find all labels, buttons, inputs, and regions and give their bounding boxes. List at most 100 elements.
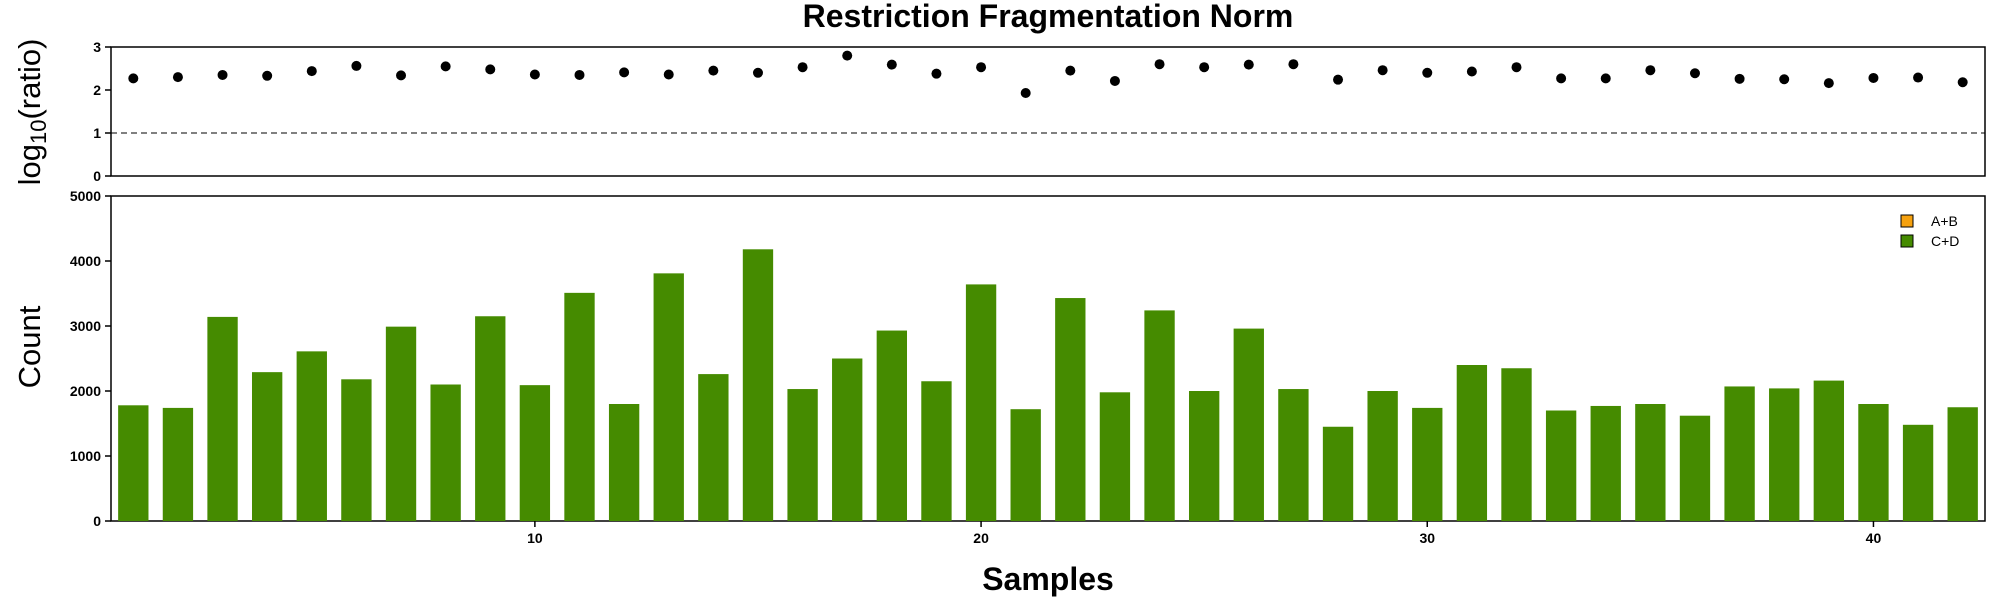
count-bar [1902, 424, 1934, 521]
count-bar [162, 407, 194, 521]
ratio-point [128, 73, 139, 84]
count-panel-frame [110, 195, 1986, 522]
ratio-point [886, 59, 897, 70]
ratio-point [1288, 59, 1299, 70]
count-bar [1055, 298, 1086, 521]
ratio-point [842, 50, 853, 61]
x-tick-label: 20 [973, 530, 989, 546]
ratio-point [172, 72, 183, 83]
count-bar [475, 316, 506, 521]
ratio-point [306, 66, 317, 77]
count-bar [1545, 410, 1577, 521]
ratio-point [217, 69, 228, 80]
count-y-tick-label: 4000 [70, 253, 101, 269]
ratio-panel-frame [110, 46, 1986, 177]
ratio-point [1199, 62, 1210, 73]
ratio-point [976, 62, 987, 73]
ratio-point [1689, 68, 1700, 79]
ratio-point [1556, 73, 1567, 84]
count-bar [564, 292, 595, 521]
count-bar [1367, 391, 1398, 521]
count-bar [1858, 404, 1889, 521]
count-bar [832, 358, 863, 521]
ratio-y-axis: 0 1 2 3 [93, 39, 111, 184]
x-tick-label: 30 [1419, 530, 1435, 546]
count-bar [1188, 391, 1220, 521]
ratio-point [1511, 62, 1522, 73]
count-bar [1635, 404, 1666, 521]
count-bar [965, 284, 997, 521]
ratio-point [1109, 75, 1120, 86]
count-bar [787, 389, 818, 521]
ratio-point [1243, 59, 1254, 70]
ratio-point [1020, 88, 1031, 99]
ratio-point [931, 68, 942, 79]
count-bars [118, 249, 1978, 522]
ratio-point [1823, 78, 1834, 89]
count-bar [698, 374, 729, 521]
count-bar [251, 372, 283, 521]
ratio-point [1779, 74, 1790, 85]
ratio-y-tick-label: 2 [93, 82, 101, 98]
ratio-point [619, 67, 630, 78]
count-bar [519, 385, 551, 521]
ratio-point [1734, 73, 1745, 84]
count-bar [1099, 392, 1131, 521]
ratio-point [663, 69, 674, 80]
count-y-tick-label: 0 [93, 513, 101, 529]
legend: A+B C+D [1900, 213, 1959, 249]
ratio-point [1065, 65, 1076, 76]
count-bar [653, 273, 684, 521]
ratio-y-tick-label: 0 [93, 168, 101, 184]
ratio-y-axis-label: log10(ratio) [12, 39, 51, 186]
legend-swatch [1900, 214, 1914, 228]
ratio-point [440, 61, 451, 72]
count-bar [1813, 380, 1845, 521]
legend-swatch [1900, 234, 1914, 248]
count-bar [1412, 407, 1443, 521]
x-tick-label: 10 [527, 530, 543, 546]
ratio-point [797, 62, 808, 73]
count-bar [1233, 328, 1264, 521]
count-bar [1501, 368, 1532, 521]
ratio-point [1154, 59, 1165, 70]
ratio-point [1645, 65, 1656, 76]
count-bar [742, 249, 774, 522]
count-panel: 0 1000 2000 3000 4000 5000 10 20 30 40 Count A+B… [12, 188, 1986, 546]
chart-title: Restriction Fragmentation Norm [803, 0, 1294, 34]
count-bar [1456, 365, 1488, 521]
count-bar [1679, 415, 1711, 521]
count-bar [876, 330, 908, 521]
count-bar [341, 379, 372, 521]
count-y-tick-label: 5000 [70, 188, 101, 204]
ratio-point [1422, 67, 1433, 78]
ratio-y-tick-label: 1 [93, 125, 101, 141]
count-y-axis-label: Count [12, 305, 47, 388]
count-bar [1590, 405, 1621, 521]
legend-label: C+D [1931, 233, 1959, 249]
ratio-panel: 0 1 2 3 log10(ratio) [12, 39, 1986, 186]
count-bar [1144, 310, 1175, 521]
ratio-point [1600, 73, 1611, 84]
count-bar [1947, 407, 1978, 521]
x-axis: 10 20 30 40 [527, 521, 1881, 546]
x-tick-label: 40 [1866, 530, 1882, 546]
ratio-point [1466, 66, 1477, 77]
count-bar [608, 404, 640, 521]
ratio-point [529, 69, 540, 80]
count-bar [1769, 388, 1800, 521]
ratio-y-label-tail: (ratio) [12, 39, 47, 120]
ratio-point [262, 70, 273, 81]
ratio-point [351, 60, 362, 71]
count-y-tick-label: 3000 [70, 318, 101, 334]
count-bar [921, 381, 952, 521]
ratio-point [1377, 65, 1388, 76]
ratio-point [1957, 77, 1968, 88]
count-bar [1010, 409, 1041, 521]
legend-label: A+B [1931, 213, 1958, 229]
ratio-point [396, 70, 407, 81]
count-bar [118, 405, 149, 521]
ratio-point [708, 65, 719, 76]
ratio-point [1333, 74, 1344, 85]
